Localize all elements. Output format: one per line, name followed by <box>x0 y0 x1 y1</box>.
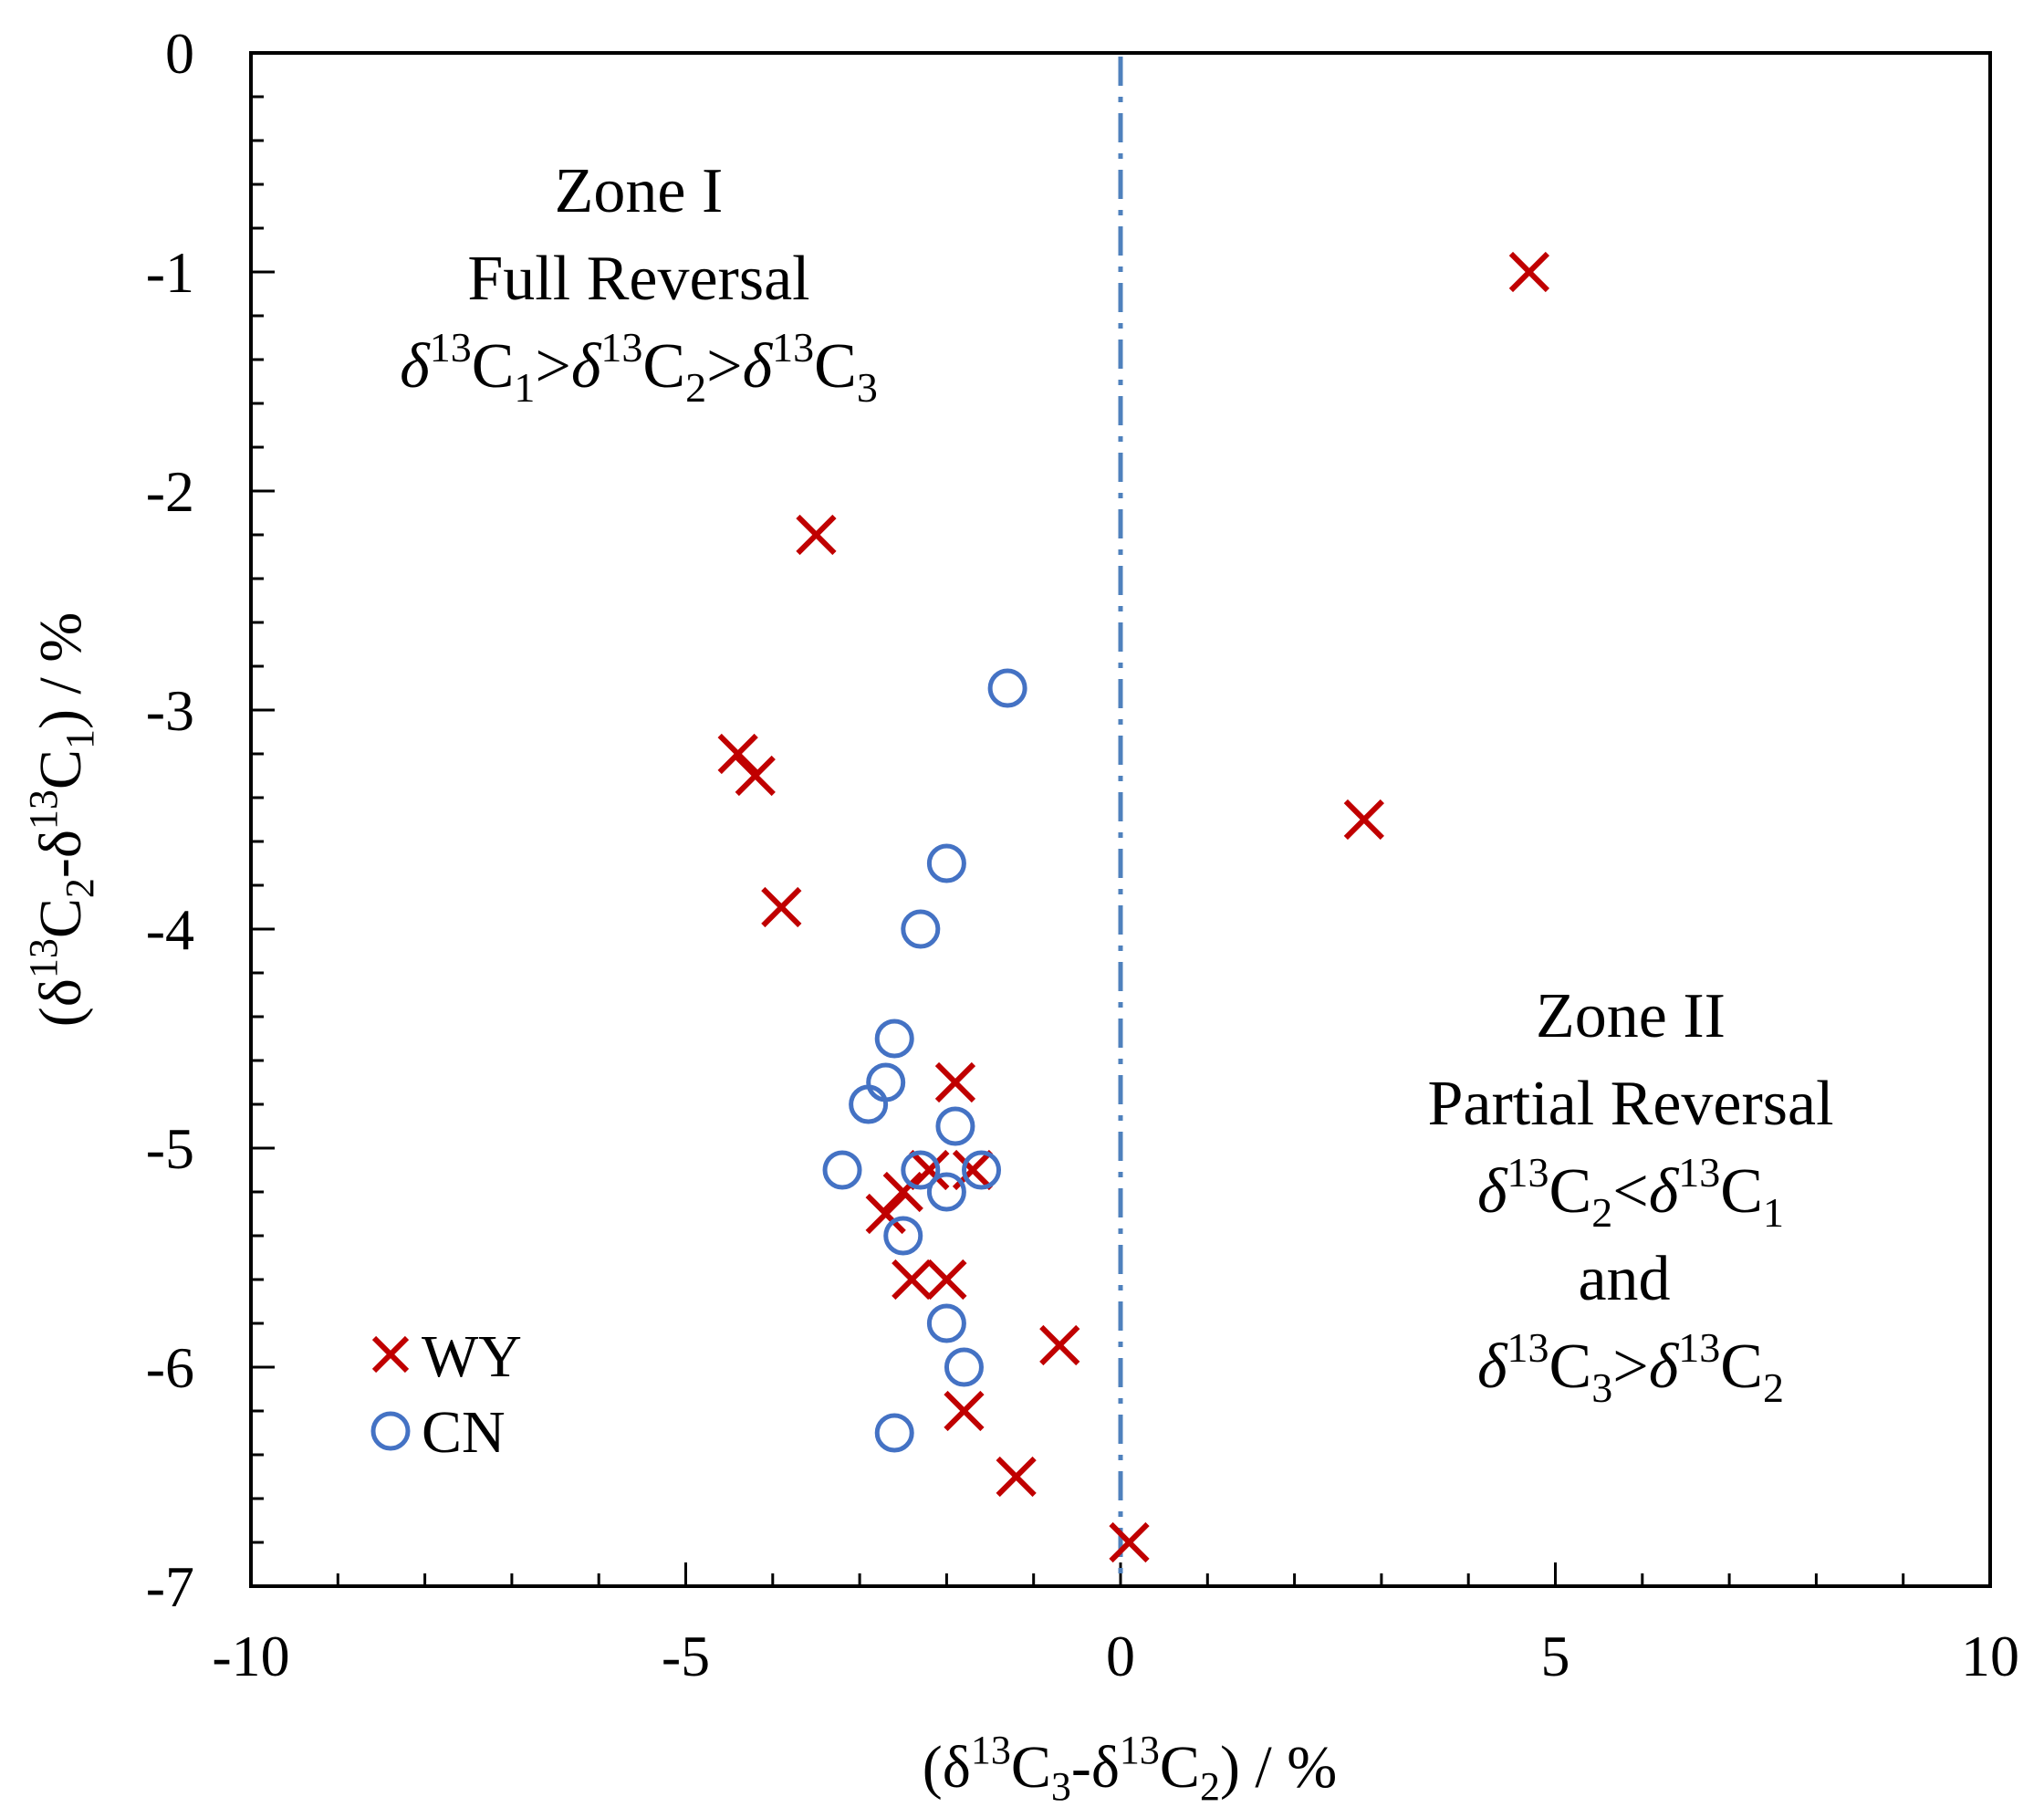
wy-point <box>926 1259 967 1301</box>
cn-point <box>874 1413 914 1453</box>
wy-point <box>796 514 837 556</box>
major-ticks <box>249 51 1992 1588</box>
y-tick-label: -4 <box>146 897 194 962</box>
legend-wy-marker <box>371 1335 410 1374</box>
cn-point <box>926 1303 966 1343</box>
series-cn <box>822 668 1027 1453</box>
x-tick-label: 5 <box>1541 1624 1570 1688</box>
cn-point <box>926 843 966 883</box>
cn-point <box>926 1172 966 1212</box>
zone-ii-title: Zone II <box>1536 981 1726 1051</box>
cn-point <box>822 1150 862 1190</box>
wy-point <box>735 755 776 797</box>
y-axis-title: (δ13C2-δ13C1) / % <box>21 612 102 1028</box>
zone-i-annotation: Zone I Full Reversal δ13C1>δ13C2>δ13C3 <box>400 156 878 411</box>
legend-wy-label: WY <box>422 1323 522 1390</box>
wy-point <box>996 1456 1037 1498</box>
cn-point <box>883 1216 923 1256</box>
x-tick-label: 0 <box>1106 1624 1135 1688</box>
legend: WY CN <box>370 1323 522 1466</box>
x-tick-labels: -10 -5 0 5 10 <box>212 1624 2019 1688</box>
cn-point <box>901 1150 941 1190</box>
zone-i-subtitle: Full Reversal <box>467 244 809 314</box>
y-tick-labels: 0 -1 -2 -3 -4 -5 -6 -7 <box>146 21 194 1619</box>
cn-point <box>962 1150 1002 1190</box>
wy-point <box>717 733 758 775</box>
y-tick-label: -7 <box>146 1554 194 1619</box>
legend-cn-marker <box>370 1411 411 1451</box>
y-tick-label: -5 <box>146 1116 194 1181</box>
cn-point <box>866 1062 906 1102</box>
legend-cn-label: CN <box>422 1399 506 1466</box>
wy-point <box>934 1061 976 1103</box>
wy-point <box>865 1193 906 1235</box>
x-tick-label: -5 <box>662 1624 710 1688</box>
zone-ii-subtitle: Partial Reversal <box>1427 1069 1833 1139</box>
wy-point <box>882 1171 923 1213</box>
cn-point <box>944 1347 984 1387</box>
cn-point <box>849 1084 889 1124</box>
x-axis-title: (δ13C3-δ13C2) / % <box>923 1728 1338 1809</box>
wy-point <box>944 1390 985 1432</box>
wy-point <box>1508 251 1550 293</box>
zone-ii-condition-2: δ13C3>δ13C2 <box>1477 1324 1784 1411</box>
series-wy <box>717 251 1550 1563</box>
x-tick-label: 10 <box>1961 1624 2019 1688</box>
zone-i-condition: δ13C1>δ13C2>δ13C3 <box>400 324 878 411</box>
x-tick-label: -10 <box>212 1624 289 1688</box>
zone-i-title: Zone I <box>555 156 724 226</box>
wy-point <box>909 1149 950 1191</box>
y-tick-label: 0 <box>165 21 194 86</box>
wy-point <box>1343 799 1384 841</box>
zone-ii-condition-1: δ13C2<δ13C1 <box>1477 1149 1784 1236</box>
wy-point <box>1039 1324 1080 1366</box>
zone-ii-and: and <box>1578 1244 1670 1314</box>
y-tick-label: -6 <box>146 1335 194 1400</box>
cn-point <box>874 1019 914 1059</box>
y-tick-label: -2 <box>146 459 194 524</box>
wy-point <box>892 1259 933 1301</box>
y-tick-label: -3 <box>146 678 194 743</box>
zone-ii-annotation: Zone II Partial Reversal δ13C2<δ13C1 and… <box>1427 981 1833 1411</box>
cn-point <box>935 1106 975 1146</box>
cn-point <box>987 668 1027 708</box>
y-tick-label: -1 <box>146 240 194 305</box>
wy-point <box>1109 1521 1150 1563</box>
wy-point <box>761 886 802 928</box>
cn-point <box>901 909 941 949</box>
